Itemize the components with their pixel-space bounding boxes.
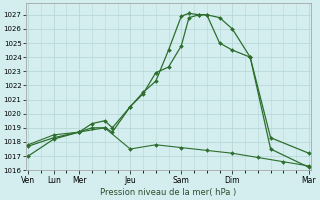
X-axis label: Pression niveau de la mer( hPa ): Pression niveau de la mer( hPa ) bbox=[100, 188, 237, 197]
